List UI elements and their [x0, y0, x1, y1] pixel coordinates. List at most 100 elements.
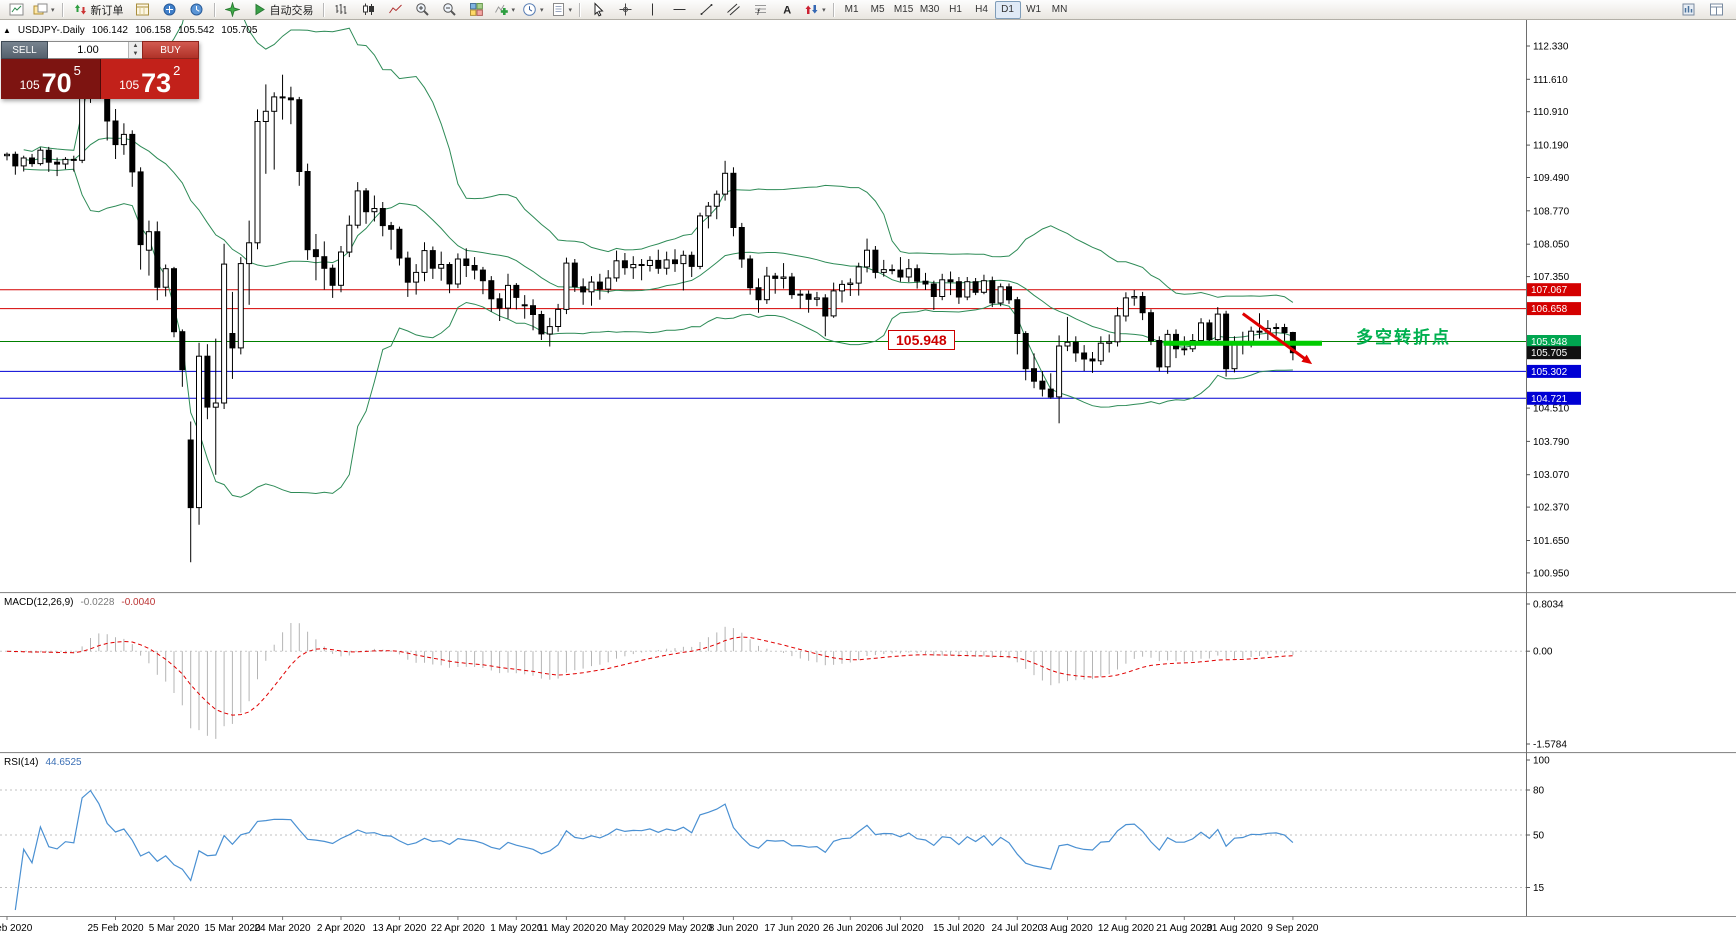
toolbar-channel-button[interactable] [720, 0, 746, 20]
volume-decrease-button[interactable]: ▼ [129, 50, 142, 58]
time-axis[interactable]: 6 Feb 2020 25 Feb 2020 5 Mar 2020 15 Mar 20… [0, 916, 1319, 934]
price-tag-label: 105.705 [1531, 348, 1568, 359]
volume-field: ▲ ▼ [48, 41, 142, 59]
toolbar-tile-windows-button[interactable] [464, 0, 490, 20]
dropdown-caret-icon: ▾ [540, 6, 544, 14]
dropdown-caret-icon: ▾ [51, 6, 55, 14]
price-tick-label: 108.050 [1533, 240, 1570, 251]
toolbar-periods-button[interactable]: ▾ [519, 0, 547, 20]
toolbar-market-watch-button[interactable] [184, 0, 210, 20]
toolbar-new-order-button[interactable]: 新订单 [68, 0, 129, 20]
toolbar-zoom-out-button[interactable] [437, 0, 463, 20]
calendar-icon [135, 2, 150, 17]
algo-star-icon [225, 2, 241, 17]
new-order-label: 新订单 [90, 4, 124, 17]
toolbar-auto-trading-button[interactable]: 自动交易 [247, 0, 319, 20]
price-axis[interactable]: 112.330 111.610 110.910 110.190 109.490 108.7… [1526, 42, 1581, 580]
crosshair-icon [618, 2, 633, 17]
toolbar-separator [322, 2, 325, 17]
date-label: 11 May 2020 [538, 923, 596, 934]
timeframe-button-H1[interactable]: H1 [949, 4, 962, 15]
new-chart-icon [9, 2, 24, 17]
zoom-in-icon [415, 2, 430, 17]
toolbar-zoom-in-button[interactable] [410, 0, 436, 20]
macd-label: MACD(12,26,9) -0.0228 -0.0040 [4, 597, 155, 608]
volume-increase-button[interactable]: ▲ [129, 42, 142, 50]
candlestick-chart-icon [361, 2, 376, 17]
buy-price-display[interactable]: 105 73 2 [100, 59, 199, 99]
bollinger-bands-layer [23, 20, 1294, 498]
toolbar-algo-star-button[interactable] [220, 0, 246, 20]
toolbar-separator [213, 2, 216, 17]
price-callout-label[interactable]: 105.948 [888, 330, 955, 351]
channel-icon [726, 2, 741, 17]
zoom-out-icon [442, 2, 457, 17]
price-tick-label: 110.190 [1533, 141, 1569, 152]
price-chart-svg[interactable]: 112.330 111.610 110.910 110.190 109.490 108.7… [0, 20, 1736, 940]
price-tag-label: 106.658 [1531, 304, 1568, 315]
date-label: 13 Apr 2020 [372, 923, 426, 934]
toolbar-community-button[interactable] [157, 0, 183, 20]
toolbar-layout-button[interactable] [1703, 0, 1729, 20]
toolbar-candlestick-chart-button[interactable] [356, 0, 382, 20]
layout-icon [1709, 2, 1724, 17]
price-tag [1527, 283, 1581, 297]
toolbar-calendar-button[interactable] [130, 0, 156, 20]
timeframe-button-MN[interactable]: MN [1051, 4, 1068, 15]
toolbar-bar-chart-button[interactable] [329, 0, 355, 20]
trend-arrow-line[interactable] [1241, 312, 1309, 362]
date-label: 17 Jun 2020 [764, 923, 819, 934]
buy-button[interactable]: BUY [142, 41, 199, 59]
macd-name: MACD(12,26,9) [4, 597, 74, 608]
toolbar-arrows-button[interactable]: ▾ [801, 0, 829, 20]
timeframe-button-W1[interactable]: W1 [1026, 4, 1042, 15]
main-toolbar: ▾ 新订单 自动交易 ▾ ▾ ▾ f A ▾ M1 M5 M15 M30 H1 H4 D1 W1 MN [0, 0, 1736, 20]
price-tick-label: 102.370 [1533, 503, 1570, 514]
timeframe-button-M30[interactable]: M30 [919, 4, 940, 15]
sell-button[interactable]: SELL [1, 41, 48, 59]
toolbar-trendline-button[interactable] [693, 0, 719, 20]
toolbar-profiles-button[interactable]: ▾ [30, 0, 58, 20]
toolbar-crosshair-button[interactable] [612, 0, 638, 20]
bar-chart-icon [334, 2, 349, 17]
toolbar-horizontal-line-button[interactable] [666, 0, 692, 20]
order-icon [73, 2, 88, 17]
toolbar-chart-settings-button[interactable] [1675, 0, 1701, 20]
toolbar-text-button[interactable]: A [774, 0, 800, 20]
ask-prefix: 105 [119, 78, 140, 92]
toolbar-new-chart-button[interactable] [3, 0, 29, 20]
trend-arrow-head [1301, 354, 1313, 365]
price-tick-label: 103.790 [1533, 437, 1570, 448]
timeframe-button-D1[interactable]: D1 [994, 0, 1021, 19]
horizontal-line-icon [672, 2, 687, 17]
volume-input[interactable] [48, 42, 128, 58]
turning-point-label[interactable]: 多空转折点 [1356, 327, 1451, 347]
toolbar-fibonacci-button[interactable]: f [747, 0, 773, 20]
timeframe-button-M1[interactable]: M1 [844, 4, 859, 15]
toolbar-indicators-button[interactable]: ▾ [491, 0, 519, 20]
volume-spinner: ▲ ▼ [128, 42, 142, 58]
chart-window[interactable]: 112.330 111.610 110.910 110.190 109.490 108.7… [0, 20, 1736, 940]
auto-trading-label: 自动交易 [269, 4, 314, 17]
date-label: 22 Apr 2020 [431, 923, 485, 934]
timeframe-toolbar: M1 M5 M15 M30 H1 H4 D1 W1 MN [839, 0, 1073, 19]
cursor-icon [591, 2, 606, 17]
timeframe-button-M5[interactable]: M5 [870, 4, 885, 15]
panel-collapse-icon[interactable]: ▲ [3, 25, 11, 35]
date-label: 31 Aug 2020 [1206, 923, 1263, 934]
toolbar-line-chart-button[interactable] [383, 0, 409, 20]
timeframe-button-H4[interactable]: H4 [975, 4, 988, 15]
price-tag [1527, 302, 1581, 316]
dropdown-caret-icon: ▾ [822, 6, 826, 14]
date-label: 24 Jul 2020 [991, 923, 1043, 934]
toolbar-cursor-button[interactable] [585, 0, 611, 20]
price-tick-label: 101.650 [1533, 536, 1570, 547]
price-tag [1527, 391, 1581, 405]
toolbar-vertical-line-button[interactable] [639, 0, 665, 20]
rsi-axis-label: 50 [1533, 831, 1545, 842]
toolbar-templates-button[interactable]: ▾ [548, 0, 576, 20]
timeframe-button-M15[interactable]: M15 [893, 4, 914, 15]
fibonacci-icon: f [753, 2, 768, 17]
sell-price-display[interactable]: 105 70 5 [1, 59, 101, 99]
candles-layer [4, 51, 1296, 563]
